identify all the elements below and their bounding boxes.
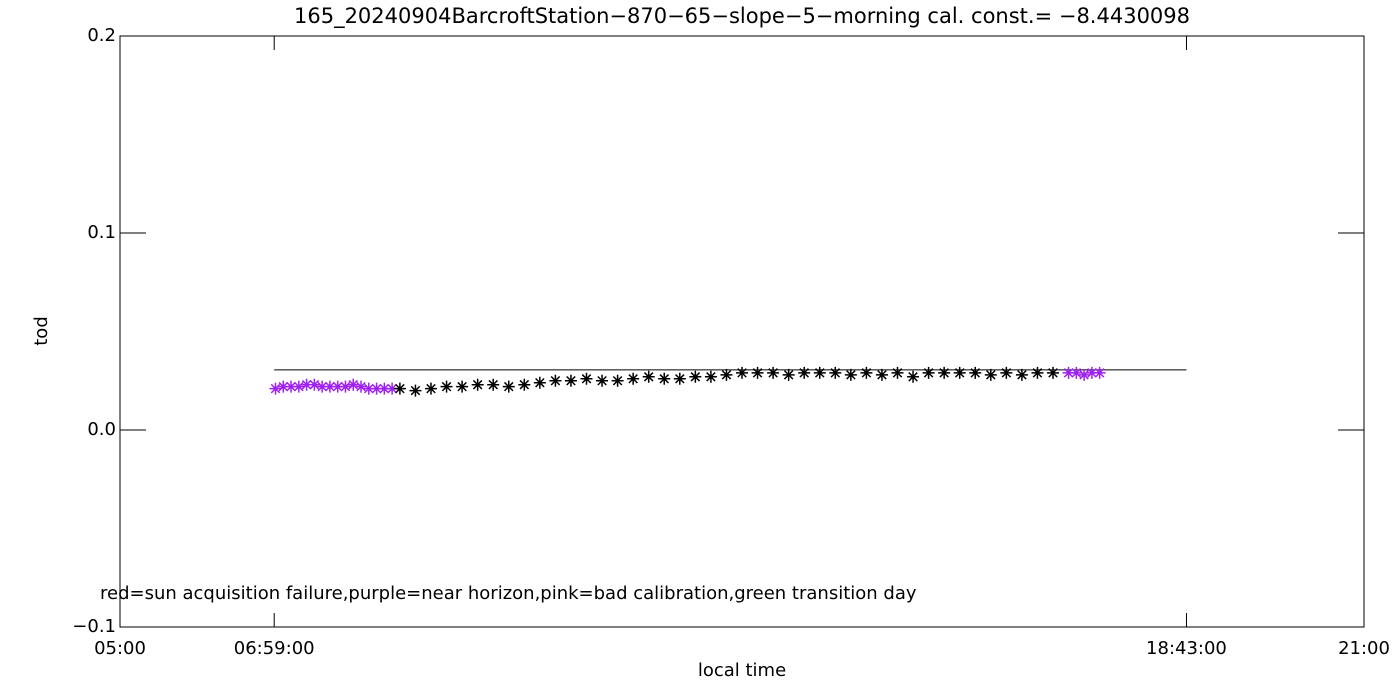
data-point — [953, 366, 966, 379]
data-point — [331, 380, 344, 393]
data-point — [285, 380, 298, 393]
data-point — [277, 380, 290, 393]
data-point — [269, 382, 282, 395]
data-point — [393, 382, 406, 395]
data-point — [938, 366, 951, 379]
data-point — [642, 370, 655, 383]
data-point — [611, 374, 624, 387]
data-point — [533, 376, 546, 389]
data-point — [1047, 366, 1059, 379]
data-point — [627, 372, 640, 385]
plot-frame — [119, 35, 1365, 628]
data-point — [378, 382, 391, 395]
y-tick-label: 0.2 — [87, 25, 116, 46]
data-point — [673, 372, 686, 385]
data-point — [362, 382, 375, 395]
data-point — [844, 368, 857, 381]
data-point — [969, 366, 982, 379]
data-point — [440, 380, 453, 393]
data-point — [518, 378, 531, 391]
data-point — [658, 372, 671, 385]
data-point — [1070, 366, 1083, 379]
data-point — [549, 374, 562, 387]
data-point — [1085, 366, 1098, 379]
data-point — [370, 382, 383, 395]
data-point — [456, 380, 469, 393]
data-point — [767, 366, 780, 379]
data-point — [1093, 366, 1106, 379]
data-point — [487, 378, 500, 391]
x-axis-label: local time — [698, 660, 786, 681]
y-tick-label: 0.0 — [87, 419, 116, 440]
annotation: red=sun acquisition failure,purple=near … — [100, 583, 917, 604]
data-point — [409, 384, 422, 397]
data-point — [580, 372, 593, 385]
data-point — [860, 366, 873, 379]
chart-title: 165_20240904BarcroftStation−870−65−slope… — [294, 4, 1190, 29]
data-point — [875, 368, 888, 381]
data-point — [308, 378, 321, 391]
data-point — [1078, 368, 1091, 381]
data-point — [704, 370, 717, 383]
data-point — [829, 366, 842, 379]
data-point — [564, 374, 577, 387]
data-point — [425, 382, 437, 395]
data-point — [922, 366, 935, 379]
data-point — [323, 380, 336, 393]
y-tick-label: −0.1 — [72, 616, 116, 637]
data-point — [751, 366, 764, 379]
data-point — [316, 380, 329, 393]
data-point — [355, 380, 368, 393]
x-tick-label: 05:00 — [94, 638, 146, 659]
data-point — [782, 368, 795, 381]
data-point — [891, 366, 904, 379]
data-point — [1000, 366, 1013, 379]
data-point — [720, 368, 733, 381]
x-tick-label: 06:59:00 — [234, 638, 315, 659]
x-tick-label: 18:43:00 — [1146, 638, 1227, 659]
data-point — [984, 368, 997, 381]
data-point — [798, 366, 811, 379]
data-point — [596, 374, 609, 387]
data-point — [300, 378, 313, 391]
data-point — [736, 366, 748, 379]
data-point — [347, 378, 360, 391]
data-point — [689, 370, 702, 383]
data-point — [386, 382, 399, 395]
data-point — [339, 380, 352, 393]
data-point — [1031, 366, 1044, 379]
data-point — [292, 380, 305, 393]
data-point — [1062, 366, 1075, 379]
y-tick-label: 0.1 — [87, 222, 116, 243]
y-axis-label: tod — [31, 316, 52, 346]
data-point — [1015, 368, 1028, 381]
data-point — [502, 380, 515, 393]
data-point — [813, 366, 826, 379]
data-point — [471, 378, 484, 391]
data-point — [907, 370, 920, 383]
x-tick-label: 21:00 — [1338, 638, 1390, 659]
